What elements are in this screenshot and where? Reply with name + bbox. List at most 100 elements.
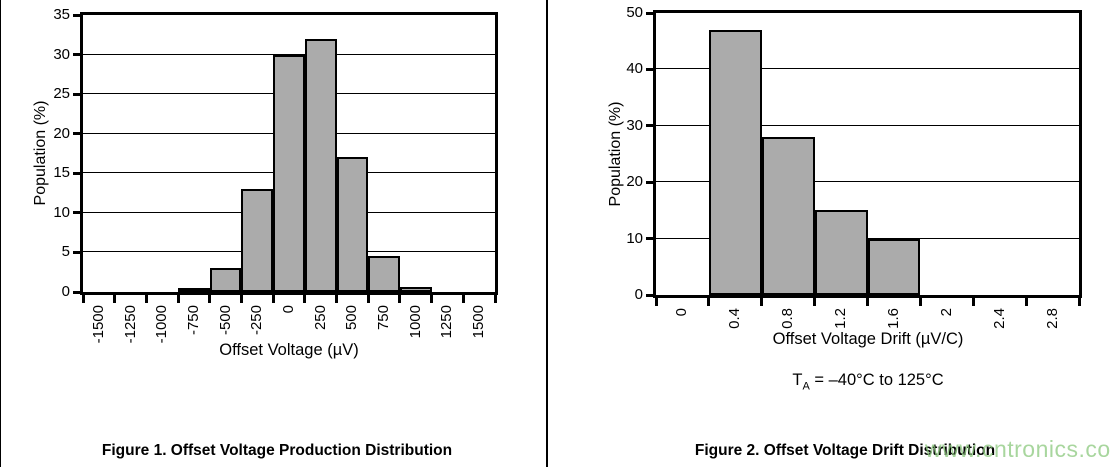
gridline (656, 124, 1079, 126)
x-tick-label: 2.4 (990, 308, 1008, 329)
histogram-bar (178, 288, 210, 292)
histogram-bar (368, 256, 400, 292)
x-tick-mark (208, 295, 212, 303)
x-tick-label: 500 (343, 305, 361, 331)
x-tick-label: -750 (184, 305, 202, 336)
x-tick-mark (760, 298, 764, 306)
histogram-bar (814, 210, 868, 295)
x-tick-mark (271, 295, 275, 303)
note-symbol: T (792, 371, 803, 389)
x-tick-mark (430, 295, 434, 303)
histogram-bar (761, 137, 815, 295)
x-tick-label: 1.6 (884, 308, 902, 329)
x-tick-mark (461, 295, 465, 303)
y-tick-label: 0 (61, 283, 70, 300)
x-tick-label: 250 (311, 305, 329, 331)
x-tick-label: 2.8 (1043, 308, 1061, 329)
y-tick-label: 20 (626, 173, 643, 191)
histogram-bar (708, 29, 762, 295)
gridline (656, 181, 1079, 183)
y-tick-label: 5 (61, 243, 70, 261)
x-tick-label: 0.8 (779, 308, 797, 329)
figure-2-panel: Population (%) Offset Voltage Drift (µV/… (547, 0, 1110, 467)
histogram-bar (336, 157, 369, 292)
watermark-text: www.cntronics.com (925, 436, 1110, 462)
x-tick-mark (113, 295, 117, 303)
x-tick-mark (366, 295, 370, 303)
figure-2-plot-area (653, 10, 1082, 298)
y-tick-label: 25 (53, 85, 70, 103)
x-tick-label: 1.2 (832, 308, 850, 329)
figure-2-caption: Figure 2. Offset Voltage Drift Distribut… (694, 442, 996, 459)
figure-2-temperature-note: TA = –40°C to 125°C (792, 371, 943, 392)
x-tick-label: 0 (673, 308, 691, 317)
x-tick-mark (654, 298, 658, 306)
x-tick-label: 0.4 (726, 308, 744, 329)
x-tick-label: 1250 (438, 305, 456, 339)
x-tick-mark (398, 295, 402, 303)
gridline (656, 237, 1079, 239)
x-tick-label: -500 (216, 305, 234, 336)
figure-2-plot-inner (656, 13, 1079, 295)
x-tick-mark (971, 298, 975, 306)
y-tick-label: 15 (53, 164, 70, 182)
y-tick-label: 30 (53, 45, 70, 63)
figure-1-panel: Population (%) Offset Voltage (µV) Figur… (0, 0, 546, 467)
y-tick-mark (73, 250, 80, 254)
y-tick-mark (646, 124, 653, 128)
x-tick-mark (707, 298, 711, 306)
x-tick-mark (493, 295, 497, 303)
y-tick-mark (73, 13, 80, 17)
x-tick-mark (813, 298, 817, 306)
x-tick-mark (1024, 298, 1028, 306)
center-divider-line (546, 0, 548, 467)
y-tick-mark (646, 237, 653, 241)
y-tick-label: 10 (626, 229, 643, 247)
figure-1-plot-inner (83, 15, 495, 292)
figure-1-plot-area (80, 12, 498, 295)
y-tick-mark (73, 290, 80, 294)
y-tick-mark (73, 53, 80, 57)
y-tick-label: 10 (53, 203, 70, 221)
y-tick-label: 35 (53, 6, 70, 23)
histogram-bar (867, 238, 921, 295)
figure-2-x-axis-title: Offset Voltage Drift (µV/C) (772, 330, 964, 348)
x-tick-mark (335, 295, 339, 303)
x-tick-mark (144, 295, 148, 303)
y-tick-label: 20 (53, 124, 70, 142)
y-tick-mark (646, 11, 653, 15)
y-tick-mark (73, 171, 80, 175)
x-tick-mark (918, 298, 922, 306)
x-tick-mark (866, 298, 869, 306)
x-tick-label: -1000 (153, 305, 171, 344)
histogram-bar (304, 38, 337, 292)
y-tick-label: 0 (634, 286, 643, 303)
figure-1-y-axis-title: Population (%) (32, 100, 49, 206)
histogram-bar (241, 189, 274, 292)
gridline (656, 68, 1079, 70)
y-tick-mark (646, 293, 653, 297)
histogram-bar (273, 54, 305, 292)
y-tick-label: 40 (626, 60, 643, 78)
x-tick-label: 750 (375, 305, 393, 331)
x-tick-mark (303, 295, 307, 303)
histogram-bar (209, 268, 242, 292)
note-range: = –40°C to 125°C (809, 371, 944, 389)
x-tick-label: -1250 (121, 305, 139, 344)
gridline (83, 53, 495, 55)
x-tick-label: 1500 (470, 305, 488, 339)
figure-1-caption: Figure 1. Offset Voltage Production Dist… (101, 442, 453, 459)
y-tick-label: 30 (626, 116, 643, 134)
x-tick-mark (239, 295, 243, 303)
y-tick-mark (73, 92, 80, 96)
x-tick-label: 2 (937, 308, 955, 317)
x-tick-mark (1077, 298, 1081, 306)
y-tick-mark (646, 67, 653, 71)
x-tick-label: -1500 (89, 305, 107, 344)
x-tick-label: 0 (280, 305, 297, 314)
y-tick-label: 50 (626, 4, 643, 21)
histogram-bar (399, 287, 432, 292)
x-tick-mark (81, 295, 85, 303)
figure-1-x-axis-title: Offset Voltage (µV) (219, 341, 359, 359)
